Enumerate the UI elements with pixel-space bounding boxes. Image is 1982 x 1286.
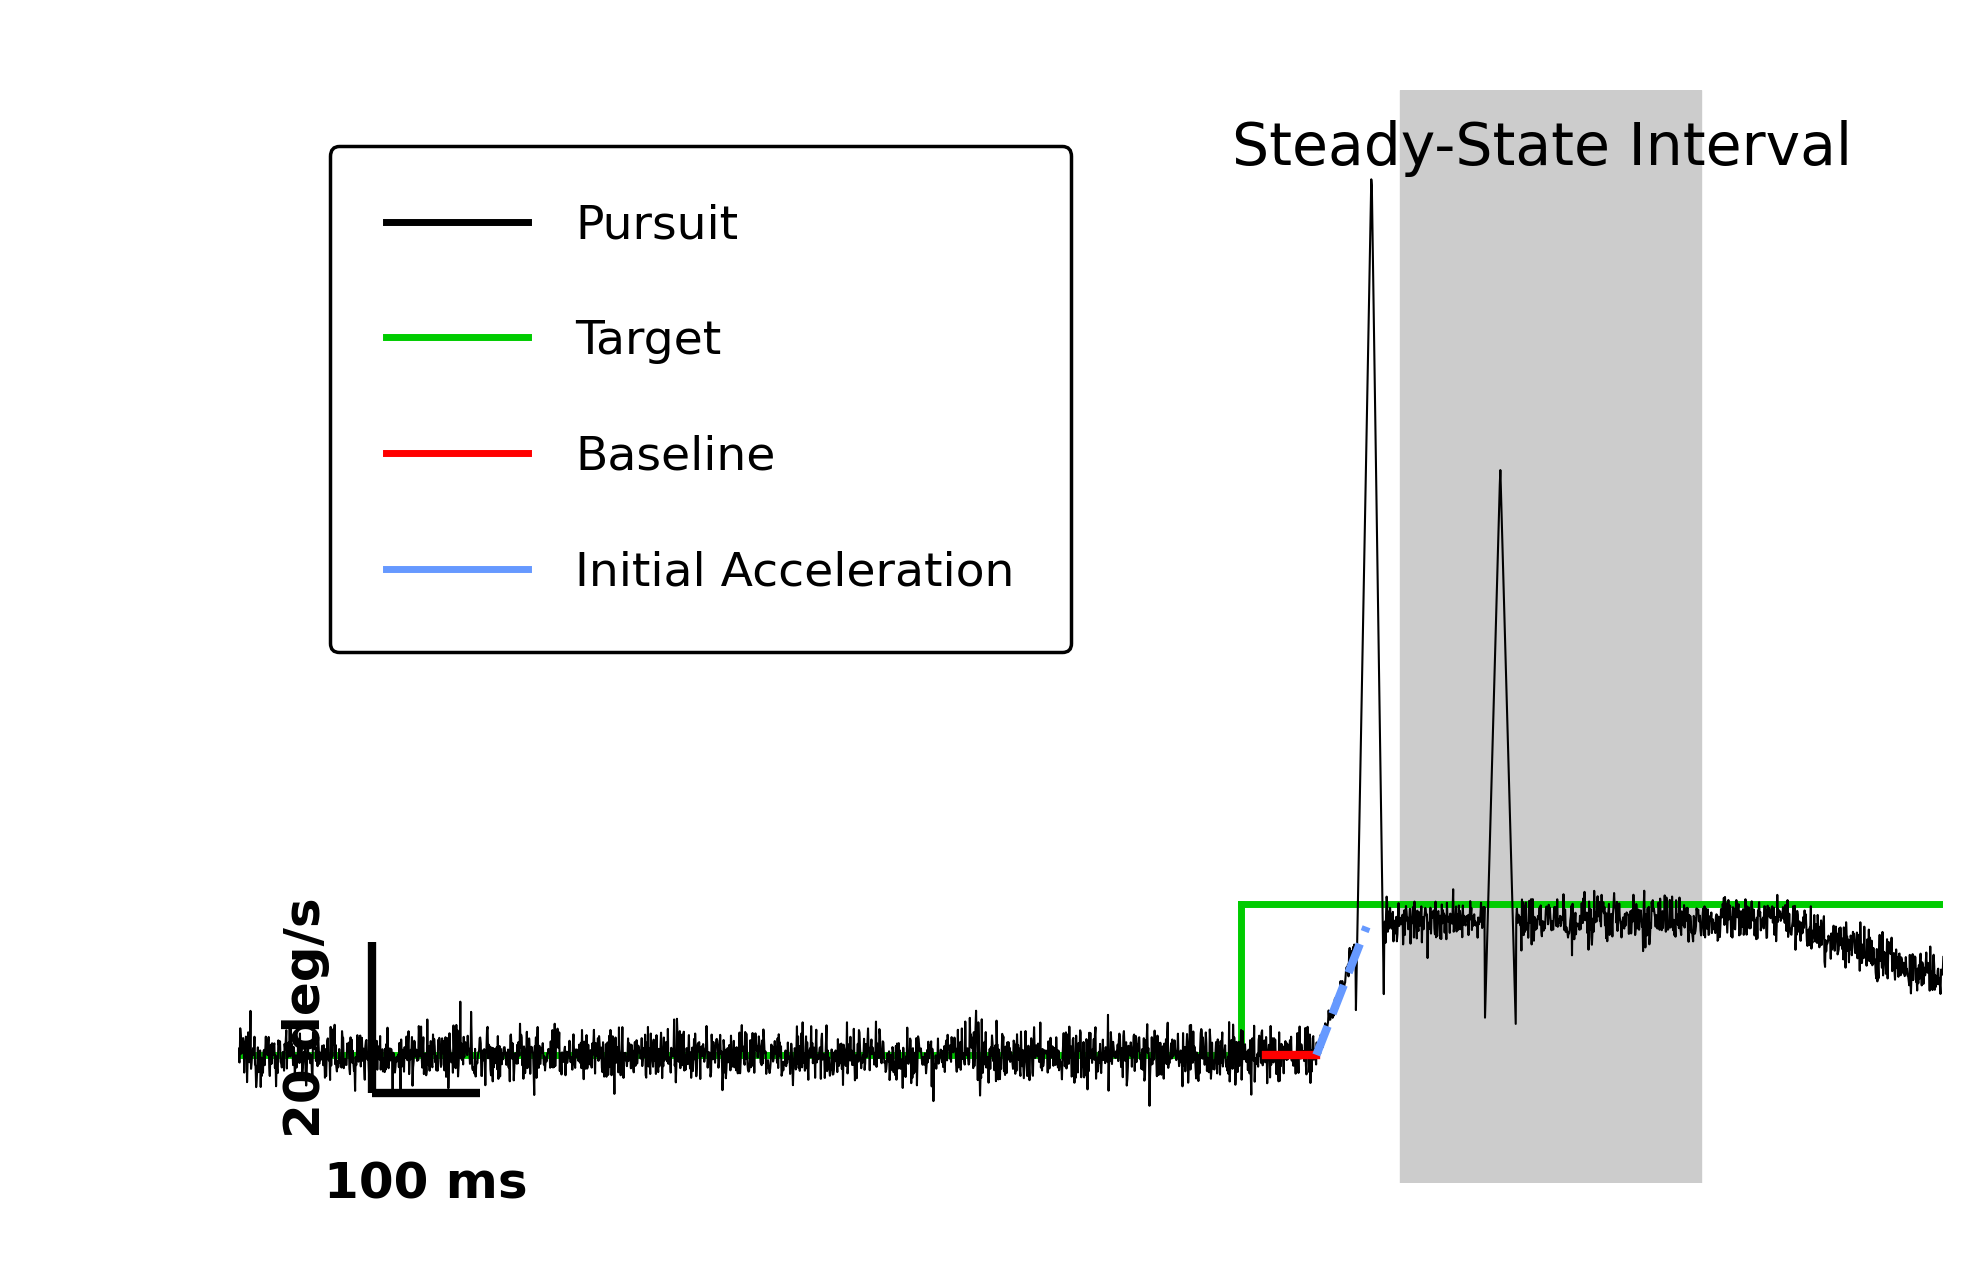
Text: 20 deg/s: 20 deg/s	[281, 896, 329, 1138]
Bar	[1399, 90, 1701, 1183]
Legend: Pursuit, Target, Baseline, Initial Acceleration: Pursuit, Target, Baseline, Initial Accel…	[329, 147, 1070, 652]
Text: Steady-State Interval: Steady-State Interval	[1231, 120, 1851, 177]
Text: 100 ms: 100 ms	[325, 1160, 527, 1209]
